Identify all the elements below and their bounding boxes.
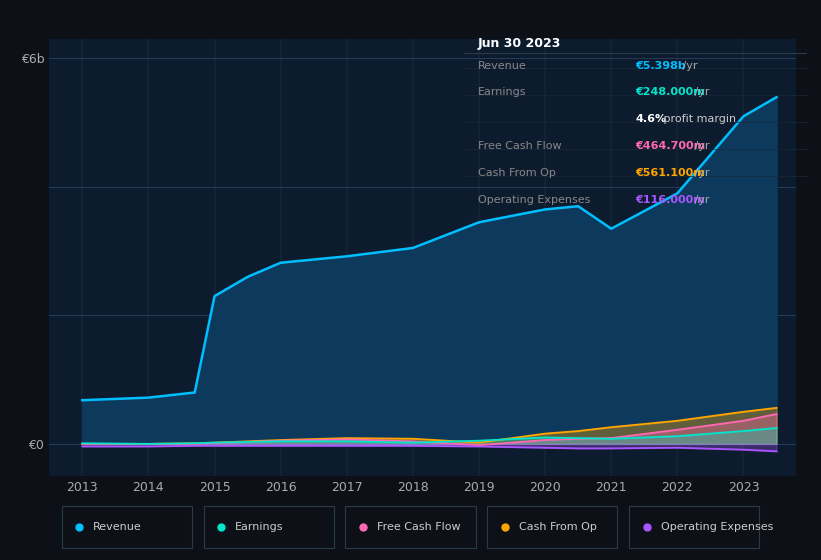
FancyBboxPatch shape xyxy=(346,506,475,548)
FancyBboxPatch shape xyxy=(204,506,333,548)
Text: profit margin: profit margin xyxy=(660,114,736,124)
Text: €5.398b: €5.398b xyxy=(635,60,686,71)
Text: Operating Expenses: Operating Expenses xyxy=(478,195,590,205)
Text: Free Cash Flow: Free Cash Flow xyxy=(478,141,562,151)
Text: Earnings: Earnings xyxy=(235,522,283,531)
Text: €248.000m: €248.000m xyxy=(635,87,705,97)
Text: /yr: /yr xyxy=(691,141,709,151)
Text: €561.100m: €561.100m xyxy=(635,168,705,178)
Text: /yr: /yr xyxy=(691,195,709,205)
Text: /yr: /yr xyxy=(691,168,709,178)
Text: Jun 30 2023: Jun 30 2023 xyxy=(478,37,561,50)
Text: /yr: /yr xyxy=(679,60,697,71)
Text: Operating Expenses: Operating Expenses xyxy=(661,522,773,531)
Text: Revenue: Revenue xyxy=(478,60,526,71)
Text: Cash From Op: Cash From Op xyxy=(519,522,597,531)
Text: Free Cash Flow: Free Cash Flow xyxy=(377,522,461,531)
FancyBboxPatch shape xyxy=(62,506,192,548)
Text: Cash From Op: Cash From Op xyxy=(478,168,556,178)
Text: Revenue: Revenue xyxy=(94,522,142,531)
Text: 4.6%: 4.6% xyxy=(635,114,667,124)
FancyBboxPatch shape xyxy=(629,506,759,548)
Text: /yr: /yr xyxy=(691,87,709,97)
Text: Earnings: Earnings xyxy=(478,87,526,97)
Text: €116.000m: €116.000m xyxy=(635,195,705,205)
Text: €464.700m: €464.700m xyxy=(635,141,705,151)
FancyBboxPatch shape xyxy=(488,506,617,548)
